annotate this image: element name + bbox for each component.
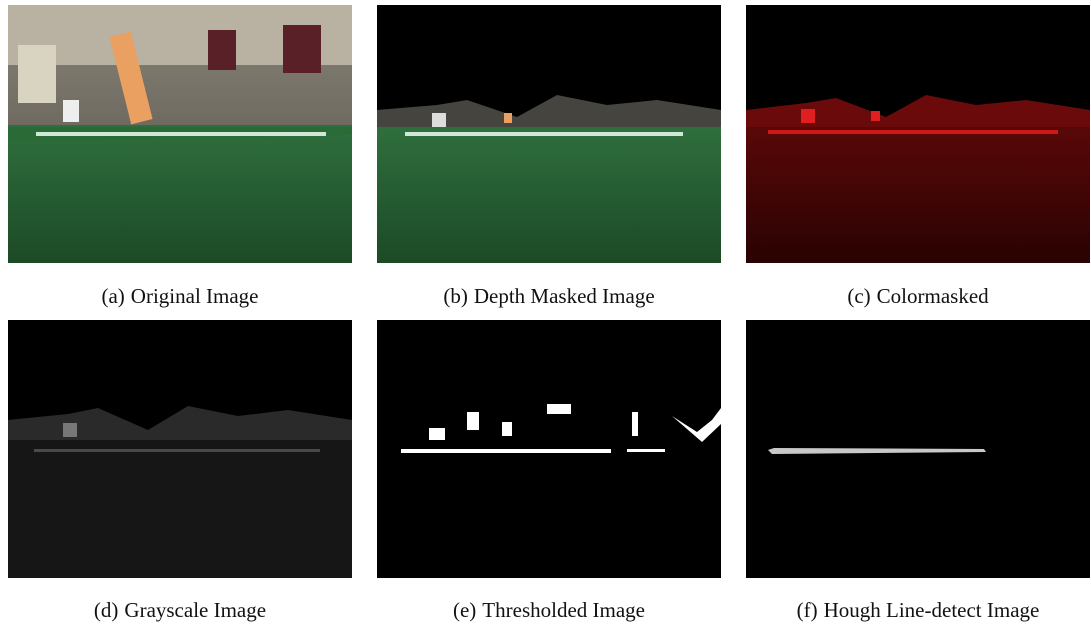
caption-caption: Thresholded Image [482, 598, 645, 622]
caption-caption: Colormasked [877, 284, 989, 308]
caption-label: (c) [847, 284, 870, 308]
panel-original [8, 5, 352, 263]
caption-caption: Hough Line-detect Image [824, 598, 1040, 622]
caption-label: (e) [453, 598, 476, 622]
panel-grayscale [8, 320, 352, 578]
caption-label: (b) [443, 284, 468, 308]
caption-caption: Grayscale Image [124, 598, 266, 622]
caption: (b)Depth Masked Image [443, 284, 654, 308]
caption-caption: Original Image [131, 284, 259, 308]
figure: (a) Original Image (b)Depth Masked Image (c… [0, 0, 1091, 625]
caption: (f) Hough Line-detect Image [797, 598, 1040, 622]
caption-label: (f) [797, 598, 818, 622]
panel-hough [746, 320, 1090, 578]
caption: (d)Grayscale Image [94, 598, 266, 622]
caption: (a) Original Image [101, 284, 258, 308]
caption: (e) Thresholded Image [453, 598, 645, 622]
panel-colormasked [746, 5, 1090, 263]
caption-caption: Depth Masked Image [474, 284, 655, 308]
caption-label: (a) [101, 284, 124, 308]
panel-depth-masked [377, 5, 721, 263]
panel-thresholded [377, 320, 721, 578]
caption-label: (d) [94, 598, 119, 622]
caption: (c) Colormasked [847, 284, 989, 308]
